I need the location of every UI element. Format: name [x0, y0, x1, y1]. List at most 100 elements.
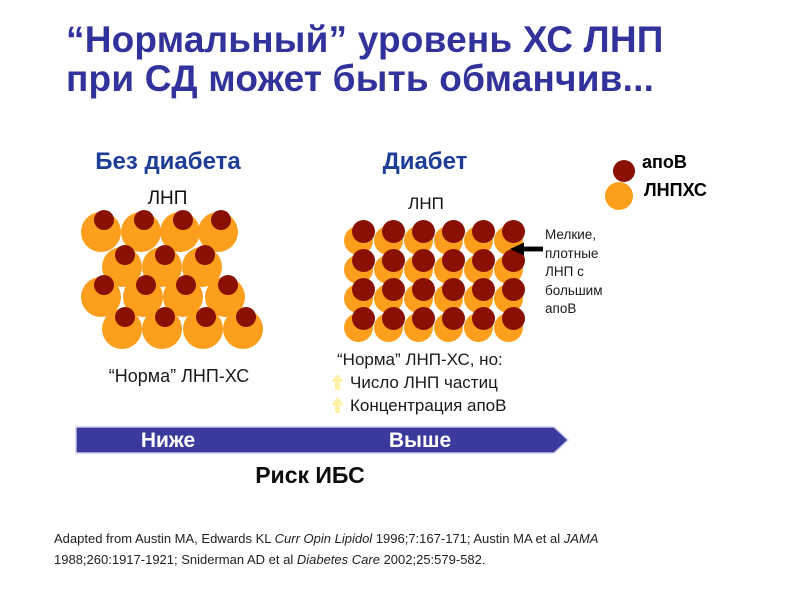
- ldl-cholesterol-circle: [343, 283, 373, 313]
- apob-core-circle: [136, 275, 156, 295]
- citation: Adapted from Austin MA, Edwards KL Curr …: [54, 531, 599, 567]
- ldl-cholesterol-circle: [223, 309, 263, 349]
- ldl-cholesterol-circle: [160, 212, 200, 252]
- apob-core-circle: [155, 307, 175, 327]
- slide-title: “Нормальный” уровень ХС ЛНП при СД может…: [66, 20, 776, 98]
- apob-core-circle: [411, 277, 435, 301]
- apob-core-circle: [195, 245, 215, 265]
- ldl-cholesterol-legend-dot-icon: [605, 182, 633, 210]
- ldl-cholesterol-circle: [343, 254, 373, 284]
- apob-core-circle: [94, 275, 114, 295]
- ldl-cholesterol-circle: [463, 225, 493, 255]
- apob-core-circle: [501, 306, 525, 330]
- apob-core-circle: [441, 277, 465, 301]
- ldl-cholesterol-legend-label: ЛНПХС: [644, 180, 707, 200]
- ldl-cholesterol-circle: [403, 312, 433, 342]
- apob-core-circle: [351, 277, 375, 301]
- ldl-cholesterol-circle: [102, 309, 142, 349]
- ldl-cholesterol-circle: [123, 277, 163, 317]
- ldl-cholesterol-circle: [373, 254, 403, 284]
- caption-norm-ldl-left: “Норма” ЛНП-ХС: [108, 366, 250, 386]
- ldl-cholesterol-circle: [205, 277, 245, 317]
- apob-core-circle: [115, 245, 135, 265]
- apob-core-circle: [411, 248, 435, 272]
- risk-arrow-bar: [75, 426, 570, 454]
- apob-core-circle: [411, 306, 435, 330]
- ldl-cholesterol-circle: [433, 225, 463, 255]
- risk-axis-high-label: Выше: [388, 429, 452, 452]
- ldl-cholesterol-circle: [163, 277, 203, 317]
- ldl-cholesterol-circle: [102, 247, 142, 287]
- apob-core-circle: [441, 248, 465, 272]
- ldl-cholesterol-circle: [463, 312, 493, 342]
- apob-core-circle: [94, 210, 114, 230]
- apob-legend-dot-icon: [613, 160, 635, 182]
- ldl-cholesterol-circle: [142, 309, 182, 349]
- apob-core-circle: [501, 219, 525, 243]
- ldl-label-left: ЛНП: [147, 188, 188, 209]
- apob-core-circle: [351, 219, 375, 243]
- apob-core-circle: [211, 210, 231, 230]
- left-arrow-icon: [510, 242, 543, 256]
- apob-core-circle: [471, 248, 495, 272]
- ldl-cholesterol-circle: [403, 283, 433, 313]
- ldl-cholesterol-circle: [403, 254, 433, 284]
- ldl-cholesterol-circle: [493, 283, 523, 313]
- ldl-cholesterol-circle: [373, 312, 403, 342]
- ldl-cholesterol-circle: [493, 254, 523, 284]
- heading-diabetes: Диабет: [382, 148, 468, 175]
- ldl-cholesterol-circle: [81, 277, 121, 317]
- small-dense-ldl-annotation: Мелкие, плотные ЛНП с большим апоВ: [545, 227, 603, 316]
- ldl-cholesterol-circle: [182, 247, 222, 287]
- apob-core-circle: [381, 219, 405, 243]
- ldl-cholesterol-circle: [121, 212, 161, 252]
- ldl-label-right: ЛНП: [408, 194, 444, 213]
- ldl-cholesterol-circle: [373, 283, 403, 313]
- apob-core-circle: [173, 210, 193, 230]
- apob-core-circle: [441, 219, 465, 243]
- ldl-cholesterol-circle: [433, 254, 463, 284]
- ldl-cholesterol-circle: [463, 254, 493, 284]
- apob-core-circle: [411, 219, 435, 243]
- ldl-cholesterol-circle: [183, 309, 223, 349]
- caption-norm-ldl-right: “Норма” ЛНП-ХС, но:: [337, 350, 503, 369]
- apob-core-circle: [134, 210, 154, 230]
- apob-core-circle: [351, 248, 375, 272]
- slide-title-line1: “Нормальный” уровень ХС ЛНП: [66, 19, 664, 60]
- apob-core-circle: [236, 307, 256, 327]
- ldl-cholesterol-circle: [81, 212, 121, 252]
- risk-axis-low-label: Ниже: [140, 429, 196, 452]
- apob-core-circle: [441, 306, 465, 330]
- ldl-cholesterol-circle: [463, 283, 493, 313]
- ldl-cholesterol-circle: [343, 225, 373, 255]
- up-arrow-icon: [331, 374, 344, 390]
- apob-core-circle: [501, 277, 525, 301]
- apob-core-circle: [115, 307, 135, 327]
- apob-core-circle: [176, 275, 196, 295]
- apob-core-circle: [218, 275, 238, 295]
- up-arrow-icon: [331, 397, 344, 413]
- ldl-cholesterol-circle: [493, 312, 523, 342]
- heading-no-diabetes: Без диабета: [95, 148, 241, 175]
- risk-axis-caption: Риск ИБС: [255, 462, 365, 488]
- bullet-apob-concentration: Концентрация апоВ: [350, 396, 507, 415]
- ldl-cholesterol-circle: [343, 312, 373, 342]
- apob-core-circle: [381, 248, 405, 272]
- apob-legend-label: апоВ: [642, 152, 687, 172]
- ldl-cholesterol-circle: [433, 283, 463, 313]
- apob-core-circle: [155, 245, 175, 265]
- slide-title-line2: при СД может быть обманчив...: [66, 58, 655, 99]
- ldl-cholesterol-circle: [198, 212, 238, 252]
- bullet-ldl-particle-number: Число ЛНП частиц: [350, 373, 498, 392]
- apob-core-circle: [471, 277, 495, 301]
- ldl-cholesterol-circle: [433, 312, 463, 342]
- apob-core-circle: [471, 219, 495, 243]
- apob-core-circle: [351, 306, 375, 330]
- ldl-cholesterol-circle: [373, 225, 403, 255]
- apob-core-circle: [381, 306, 405, 330]
- apob-core-circle: [196, 307, 216, 327]
- ldl-cholesterol-circle: [403, 225, 433, 255]
- apob-core-circle: [471, 306, 495, 330]
- apob-core-circle: [381, 277, 405, 301]
